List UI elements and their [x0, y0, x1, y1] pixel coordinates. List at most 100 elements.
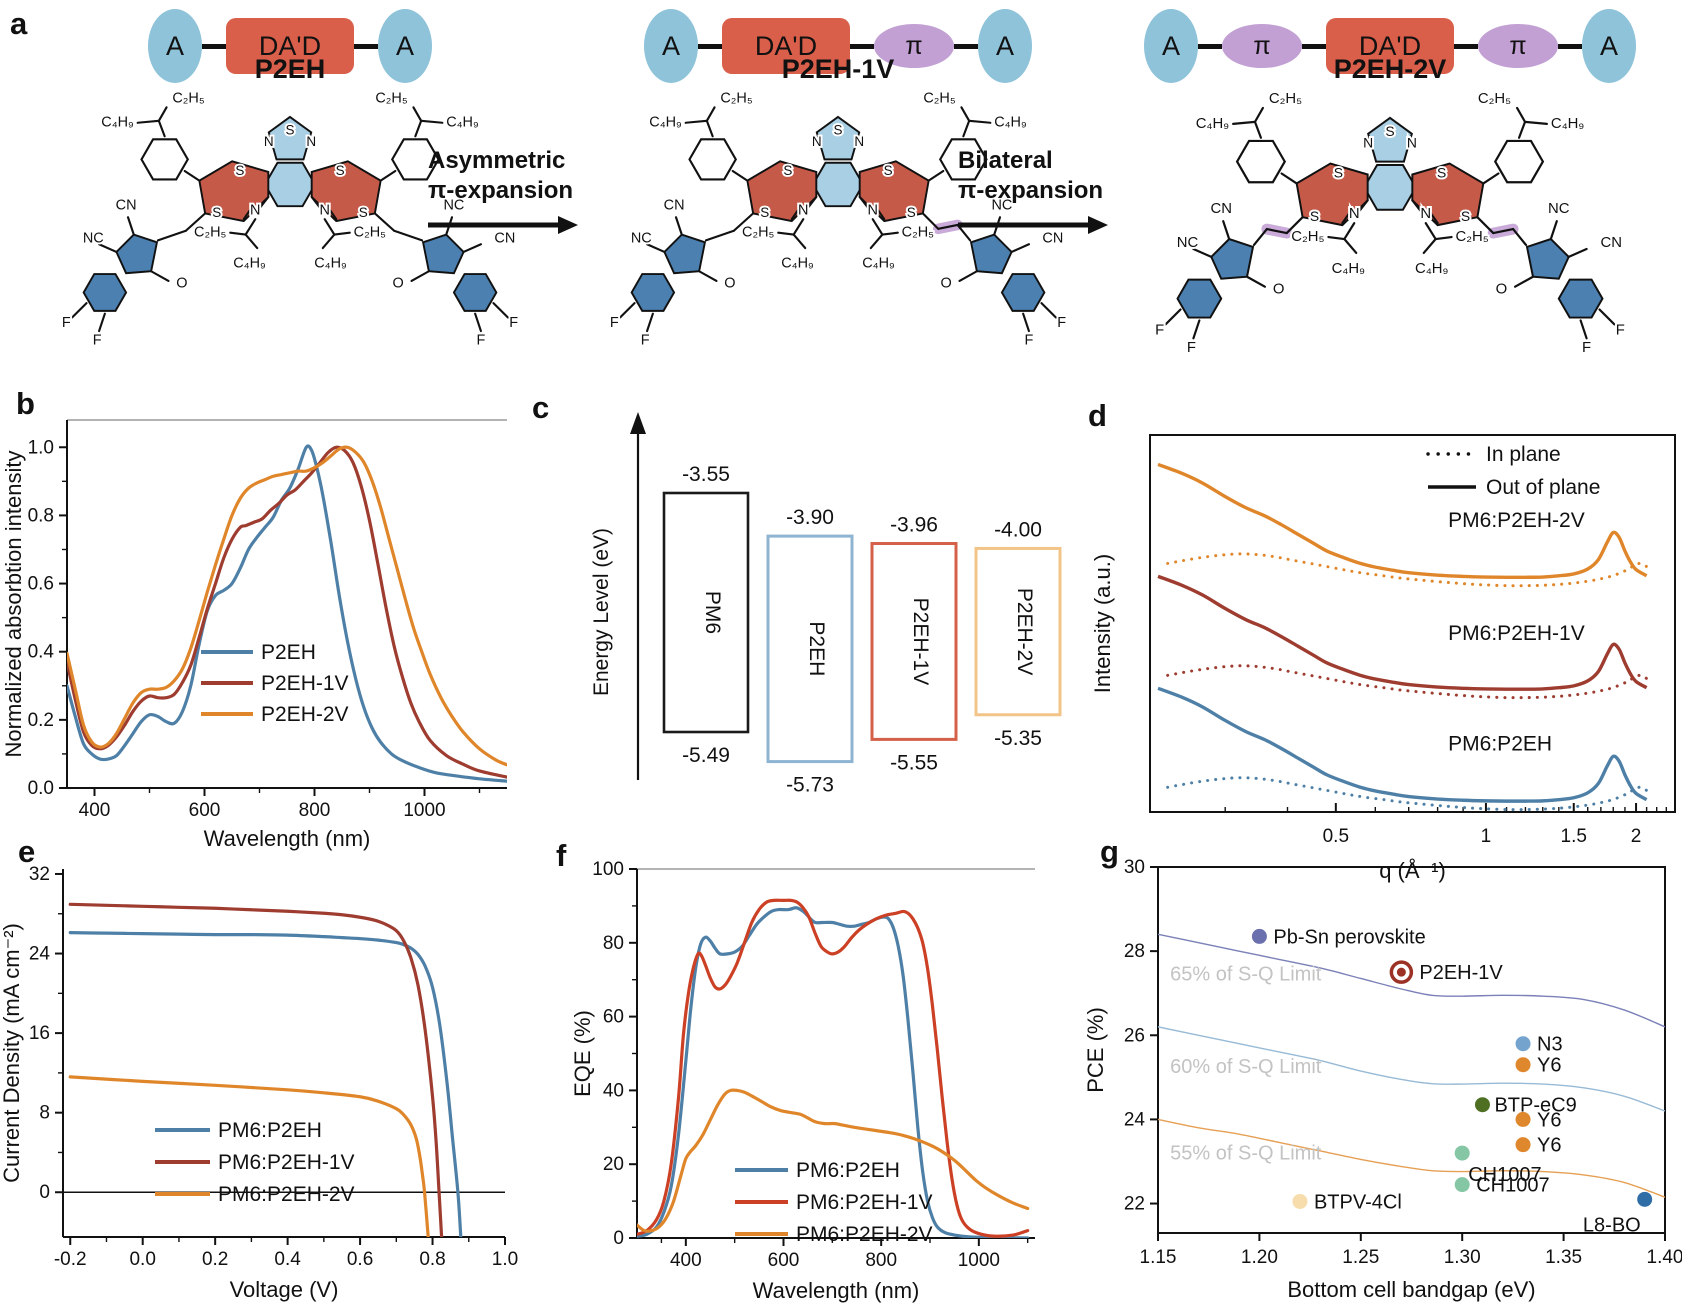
svg-text:PM6:P2EH: PM6:P2EH: [218, 1119, 322, 1142]
svg-text:-5.49: -5.49: [682, 744, 730, 767]
svg-text:80: 80: [603, 933, 624, 954]
connector-bar: [698, 43, 722, 49]
svg-text:1000: 1000: [958, 1250, 1000, 1271]
svg-text:BTP-eC9: BTP-eC9: [1494, 1095, 1576, 1117]
svg-text:C₂H₅: C₂H₅: [902, 225, 934, 241]
svg-text:-3.90: -3.90: [786, 506, 834, 529]
svg-text:BTPV-4Cl: BTPV-4Cl: [1314, 1191, 1402, 1213]
point-N3: [1515, 1036, 1531, 1052]
svg-text:Y6: Y6: [1537, 1135, 1561, 1157]
svg-text:CN: CN: [664, 198, 685, 214]
svg-text:NC: NC: [991, 198, 1012, 214]
dad-core-unit: DA'D: [226, 18, 354, 74]
svg-text:1.20: 1.20: [1241, 1247, 1278, 1268]
molecule-p2eh-2v-structure: SN NN NSSSSC₂H₅C₄H₉C₂H₅C₄H₉C₂H₅C₄H₉C₂H₅C₄H…: [1153, 89, 1627, 358]
svg-text:PM6:P2EH-1V: PM6:P2EH-1V: [1448, 622, 1585, 645]
panel-letter-f: f: [556, 838, 567, 873]
svg-text:0.6: 0.6: [347, 1249, 373, 1270]
connector-bar: [354, 43, 378, 49]
svg-text:400: 400: [670, 1250, 702, 1271]
arrow-label-line2: π-expansion: [428, 177, 574, 204]
svg-text:PM6:P2EH-1V: PM6:P2EH-1V: [796, 1191, 933, 1214]
svg-text:30: 30: [1124, 857, 1145, 878]
panel-letter-d: d: [1088, 398, 1107, 433]
panel-letter-e: e: [18, 834, 36, 869]
svg-text:C₄H₉: C₄H₉: [314, 255, 347, 271]
svg-text:CN: CN: [1042, 230, 1063, 246]
svg-text:F: F: [1025, 333, 1034, 349]
svg-text:C₄H₉: C₄H₉: [781, 255, 814, 271]
svg-text:1.5: 1.5: [1561, 826, 1587, 847]
svg-text:Current Density (mA cm⁻²): Current Density (mA cm⁻²): [0, 923, 24, 1183]
dad-core-unit: DA'D: [1326, 18, 1454, 74]
svg-text:-3.55: -3.55: [682, 463, 730, 486]
svg-text:Wavelength (nm): Wavelength (nm): [753, 1278, 920, 1303]
arrow-label-line1: Bilateral: [958, 147, 1053, 174]
chart-jv-curves: -0.2 0.0 0.2 0.4 0.6 0.8 1.0 0 8 16 24 32 Voltage (V…: [0, 864, 518, 1302]
svg-text:C₄H₉: C₄H₉: [446, 115, 479, 131]
molecule-name: P2EH-2V: [1333, 54, 1447, 84]
molecule-p2eh-structure: SN NN NSSSSC₂H₅C₄H₉C₂H₅C₄H₉C₂H₅C₄H₉C₂H₅C₄H…: [60, 89, 520, 351]
svg-text:C₂H₅: C₂H₅: [194, 225, 226, 241]
pi-bridge-unit: π: [1478, 24, 1558, 68]
point-CH1007: [1454, 1177, 1470, 1193]
schematic-p2eh: A DA'D A: [20, 4, 560, 88]
svg-text:Normalized absorbtion intensit: Normalized absorbtion intensity: [1, 451, 26, 758]
svg-text:60% of S-Q Limit: 60% of S-Q Limit: [1170, 1056, 1322, 1078]
chart-pce-bandgap: 1.15 1.20 1.25 1.30 1.35 1.40 22 24 26 28 30 Bottom…: [1083, 857, 1682, 1302]
molecule-group-p2eh-1v: A DA'D π A S N N N N S S S S C₂H₅ C₄H₉ C₂H₅ C₄H₉ C₂H₅ C₄H…: [568, 4, 1108, 350]
point-L8-BO: [1637, 1191, 1653, 1207]
svg-text:N: N: [854, 134, 864, 149]
right-arrow-icon: [428, 216, 578, 234]
svg-text:F: F: [509, 315, 518, 331]
svg-text:Y6: Y6: [1537, 1055, 1561, 1077]
svg-text:P2EH: P2EH: [261, 641, 316, 664]
svg-text:NC: NC: [83, 230, 104, 246]
svg-text:-3.96: -3.96: [890, 514, 938, 537]
svg-text:400: 400: [79, 800, 111, 821]
svg-text:0.2: 0.2: [28, 710, 54, 731]
giwaxs-curves: [1157, 462, 1649, 812]
connector-bar: [202, 43, 226, 49]
acceptor-unit: A: [148, 9, 202, 83]
svg-text:N: N: [867, 202, 877, 218]
svg-text:NC: NC: [631, 230, 652, 246]
svg-text:8: 8: [39, 1103, 50, 1124]
svg-text:CN: CN: [1210, 201, 1232, 217]
svg-text:PM6:P2EH-2V: PM6:P2EH-2V: [218, 1183, 355, 1206]
svg-text:C₂H₅: C₂H₅: [1456, 229, 1489, 245]
svg-text:Y6: Y6: [1537, 1109, 1561, 1131]
svg-text:NC: NC: [1177, 235, 1199, 251]
panel-letter-a: a: [10, 6, 28, 41]
svg-text:0.5: 0.5: [1323, 826, 1349, 847]
acceptor-unit: A: [378, 9, 432, 83]
molecule-group-p2eh: A DA'D A S N N N N S S S S C₂H₅ C₄H₉ C₂H₅ C₄H₉ C₂H₅ C₄H₉…: [20, 4, 560, 350]
svg-text:PM6:P2EH-2V: PM6:P2EH-2V: [1448, 509, 1585, 532]
acceptor-unit: A: [978, 9, 1032, 83]
svg-text:-5.35: -5.35: [994, 727, 1042, 750]
point-BTP-eC9: [1474, 1097, 1490, 1113]
reaction-arrow-bilateral: Bilateral π-expansion: [958, 146, 1108, 239]
svg-text:N3: N3: [1537, 1034, 1563, 1056]
svg-text:CN: CN: [494, 230, 515, 246]
svg-text:Out of plane: Out of plane: [1486, 476, 1600, 499]
svg-text:C₄H₉: C₄H₉: [1415, 261, 1449, 277]
svg-text:C₂H₅: C₂H₅: [923, 91, 955, 107]
svg-text:P2EH-1V: P2EH-1V: [1419, 962, 1503, 984]
svg-text:O: O: [176, 276, 187, 292]
svg-text:800: 800: [865, 1250, 897, 1271]
svg-text:NC: NC: [1548, 201, 1570, 217]
svg-text:C₄H₉: C₄H₉: [1332, 261, 1366, 277]
molecule-name: P2EH: [254, 54, 326, 84]
pi-bridge-unit: π: [874, 24, 954, 68]
svg-text:S: S: [336, 163, 345, 178]
svg-text:S: S: [760, 205, 769, 220]
svg-text:-0.2: -0.2: [54, 1249, 87, 1270]
svg-text:S: S: [212, 205, 221, 220]
svg-text:0: 0: [613, 1228, 624, 1249]
connector-bar: [1198, 43, 1222, 49]
svg-text:0: 0: [39, 1182, 50, 1203]
chart-absorption: 400 600 800 1000 0.0 0.2 0.4 0.6 0.8 1.0 Wavelengt…: [1, 419, 507, 851]
